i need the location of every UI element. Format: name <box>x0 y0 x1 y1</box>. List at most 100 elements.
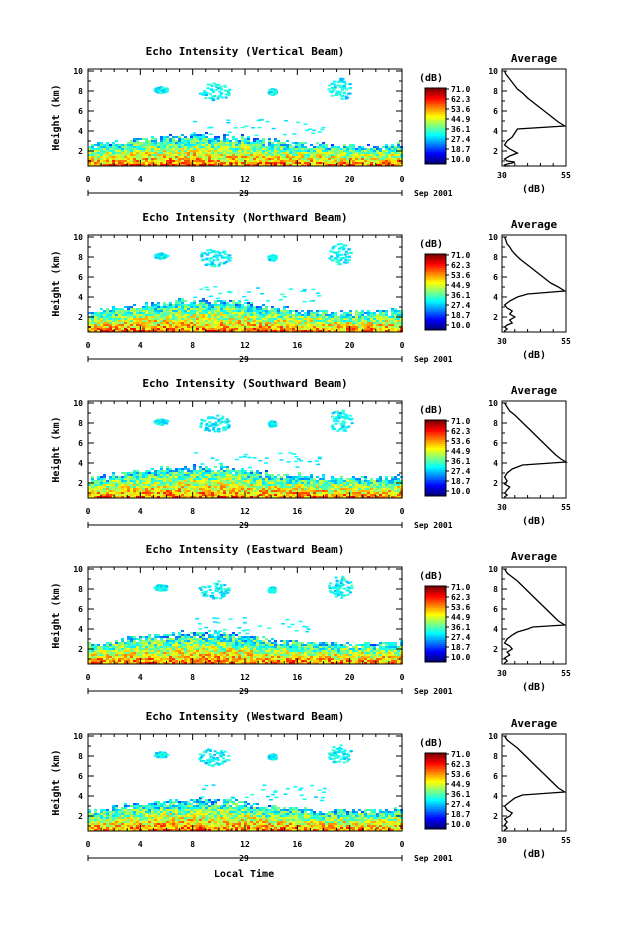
y-tick-label: 2 <box>78 313 83 322</box>
colorbar-tick-label: 27.4 <box>451 800 470 809</box>
x-tick-label: 4 <box>138 341 143 350</box>
x-tick-label: 16 <box>293 507 303 516</box>
panel-title: Echo Intensity (Northward Beam) <box>142 211 347 224</box>
y-tick-label: 10 <box>73 399 83 408</box>
colorbar-tick-label: 27.4 <box>451 301 470 310</box>
x-tick-label: 8 <box>190 673 195 682</box>
x-tick-label: 12 <box>240 341 250 350</box>
profile-line <box>503 402 569 498</box>
profile-y-tick-label: 8 <box>493 585 498 594</box>
profile-x-tick-label: 30 <box>497 171 507 180</box>
profile-y-tick-label: 8 <box>493 419 498 428</box>
colorbar-tick-label: 36.1 <box>451 291 470 300</box>
colorbar-tick-label: 71.0 <box>451 85 470 94</box>
profile-y-tick-label: 2 <box>493 313 498 322</box>
profile-y-tick-label: 10 <box>488 732 498 741</box>
x-tick-label: 16 <box>293 341 303 350</box>
x-tick-label: 0 <box>400 673 405 682</box>
x-tick-label: 0 <box>86 341 91 350</box>
colorbar: (dB) 71.062.353.644.936.127.418.710.0 <box>419 571 470 663</box>
colorbar-tick-label: 10.0 <box>451 653 470 662</box>
x-tick-label: 8 <box>190 341 195 350</box>
colorbar-tick-label: 18.7 <box>451 145 470 154</box>
profile-x-tick-label: 30 <box>497 669 507 678</box>
colorbar-tick-label: 27.4 <box>451 467 470 476</box>
x-tick-label: 12 <box>240 840 250 849</box>
colorbar-tick-label: 27.4 <box>451 135 470 144</box>
profile-line <box>503 568 567 664</box>
profile-y-tick-label: 6 <box>493 107 498 116</box>
colorbar-tick-label: 10.0 <box>451 321 470 330</box>
colorbar-tick-label: 10.0 <box>451 155 470 164</box>
date-label: Sep 2001 <box>414 189 453 198</box>
colorbar-tick-label: 53.6 <box>451 271 470 280</box>
x-tick-label: 12 <box>240 673 250 682</box>
x-tick-label: 0 <box>86 507 91 516</box>
echo-field <box>88 243 403 332</box>
date-label: Sep 2001 <box>414 687 453 696</box>
profile-y-tick-label: 10 <box>488 67 498 76</box>
x-tick-label: 20 <box>345 341 355 350</box>
profile-x-tick-label: 55 <box>561 337 571 346</box>
colorbar-tick-label: 36.1 <box>451 790 470 799</box>
profile-y-tick-label: 4 <box>493 625 498 634</box>
x-tick-label: 16 <box>293 175 303 184</box>
profile-y-tick-label: 2 <box>493 147 498 156</box>
colorbar-tick-label: 18.7 <box>451 477 470 486</box>
x-tick-label: 0 <box>400 341 405 350</box>
x-tick-label: 0 <box>400 175 405 184</box>
colorbar-tick-label: 10.0 <box>451 820 470 829</box>
profile-x-tick-label: 30 <box>497 337 507 346</box>
profile-y-tick-label: 4 <box>493 293 498 302</box>
profile-x-axis-label: (dB) <box>522 184 546 195</box>
profile-title: Average <box>511 218 558 231</box>
profile-y-tick-label: 8 <box>493 87 498 96</box>
profile-y-tick-label: 10 <box>488 565 498 574</box>
colorbar-tick-label: 62.3 <box>451 261 470 270</box>
x-tick-label: 4 <box>138 175 143 184</box>
x-tick-label: 0 <box>400 507 405 516</box>
colorbar-tick-label: 36.1 <box>451 623 470 632</box>
x-tick-label: 16 <box>293 673 303 682</box>
y-tick-label: 8 <box>78 752 83 761</box>
x-axis-label: Local Time <box>214 868 274 880</box>
colorbar-tick-label: 36.1 <box>451 125 470 134</box>
colorbar-tick-label: 62.3 <box>451 427 470 436</box>
x-tick-label: 16 <box>293 840 303 849</box>
y-tick-label: 6 <box>78 772 83 781</box>
average-profile: Average 2 4 6 8 10 30 55 (dB) <box>488 52 571 195</box>
y-tick-label: 6 <box>78 439 83 448</box>
colorbar-unit: (dB) <box>419 571 443 582</box>
x-tick-label: 8 <box>190 175 195 184</box>
y-tick-label: 6 <box>78 273 83 282</box>
average-profile: Average 2 4 6 8 10 30 55 (dB) <box>488 384 571 527</box>
profile-line <box>503 735 567 831</box>
x-tick-label: 20 <box>345 673 355 682</box>
profile-y-tick-label: 6 <box>493 439 498 448</box>
average-profile: Average 2 4 6 8 10 30 55 (dB) <box>488 218 571 361</box>
y-axis-label: Height (km) <box>50 582 62 648</box>
colorbar-tick-label: 62.3 <box>451 95 470 104</box>
y-tick-label: 10 <box>73 565 83 574</box>
profile-y-tick-label: 4 <box>493 459 498 468</box>
echo-field <box>88 575 403 664</box>
colorbar-unit: (dB) <box>419 738 443 749</box>
colorbar-tick-label: 18.7 <box>451 810 470 819</box>
y-tick-label: 8 <box>78 419 83 428</box>
profile-y-tick-label: 6 <box>493 273 498 282</box>
profile-y-tick-label: 6 <box>493 772 498 781</box>
y-tick-label: 10 <box>73 732 83 741</box>
x-tick-label: 0 <box>86 673 91 682</box>
x-tick-label: 8 <box>190 507 195 516</box>
profile-line <box>503 70 567 167</box>
colorbar: (dB) 71.062.353.644.936.127.418.710.0 <box>419 239 470 331</box>
colorbar-tick-label: 44.9 <box>451 281 470 290</box>
day-label: 29 <box>239 355 249 364</box>
y-axis-label: Height (km) <box>50 749 62 815</box>
day-label: 29 <box>239 854 249 863</box>
x-tick-label: 20 <box>345 507 355 516</box>
colorbar-tick-label: 27.4 <box>451 633 470 642</box>
average-profile: Average 2 4 6 8 10 30 55 (dB) <box>488 717 571 860</box>
profile-x-tick-label: 55 <box>561 669 571 678</box>
colorbar-tick-label: 44.9 <box>451 613 470 622</box>
